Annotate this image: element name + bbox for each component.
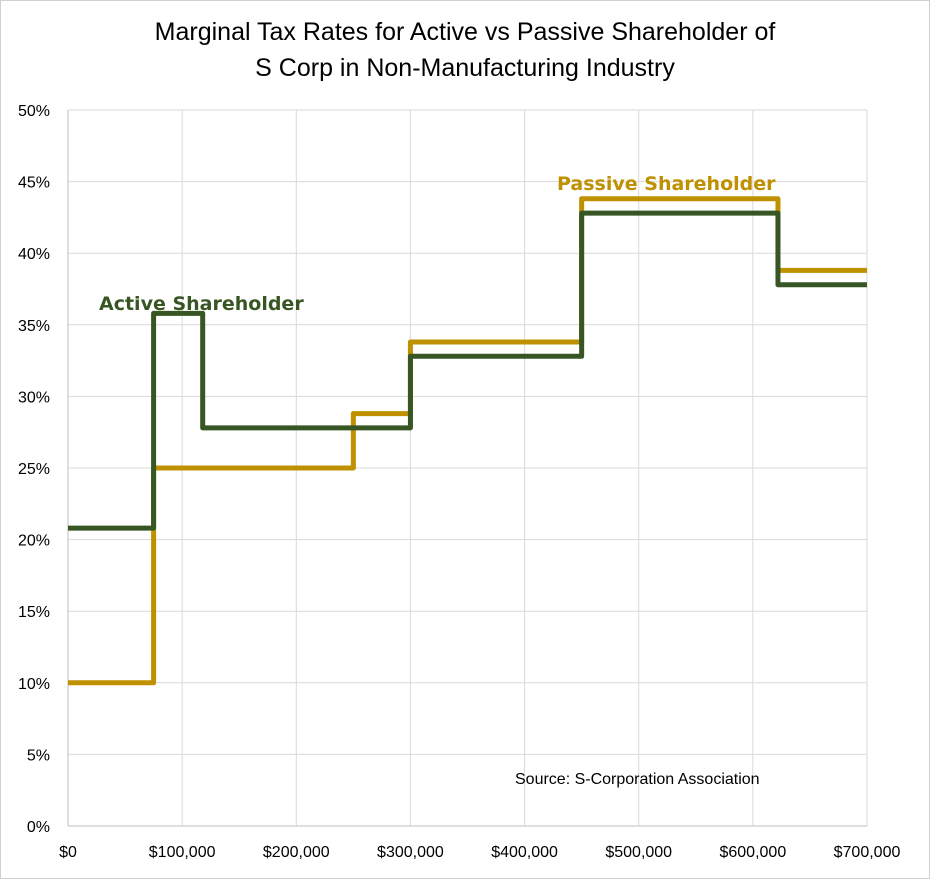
passive-shareholder-label: Passive Shareholder (557, 173, 776, 195)
series-line-active-shareholder (68, 210, 867, 531)
y-tick-label: 45% (18, 175, 50, 192)
x-tick-label: $700,000 (834, 844, 901, 861)
chart-title-line-2: S Corp in Non-Manufacturing Industry (255, 54, 675, 82)
y-tick-label: 50% (18, 103, 50, 120)
x-tick-label: $100,000 (149, 844, 216, 861)
y-tick-label: 25% (18, 461, 50, 478)
y-tick-label: 15% (18, 604, 50, 621)
y-tick-label: 30% (18, 389, 50, 406)
x-tick-label: $400,000 (491, 844, 558, 861)
x-tick-label: $200,000 (263, 844, 330, 861)
y-tick-label: 40% (18, 246, 50, 263)
x-tick-label: $0 (59, 844, 77, 861)
series-line-passive-shareholder (68, 196, 867, 686)
chart-title-line-1: Marginal Tax Rates for Active vs Passive… (154, 18, 776, 46)
source-annotation: Source: S-Corporation Association (515, 771, 760, 788)
y-tick-label: 35% (18, 318, 50, 335)
x-tick-label: $500,000 (605, 844, 672, 861)
x-tick-label: $300,000 (377, 844, 444, 861)
y-tick-label: 5% (27, 747, 50, 764)
x-tick-label: $600,000 (719, 844, 786, 861)
active-shareholder-label: Active Shareholder (99, 293, 304, 315)
y-tick-label: 10% (18, 676, 50, 693)
y-tick-label: 0% (27, 819, 50, 836)
y-tick-label: 20% (18, 533, 50, 550)
